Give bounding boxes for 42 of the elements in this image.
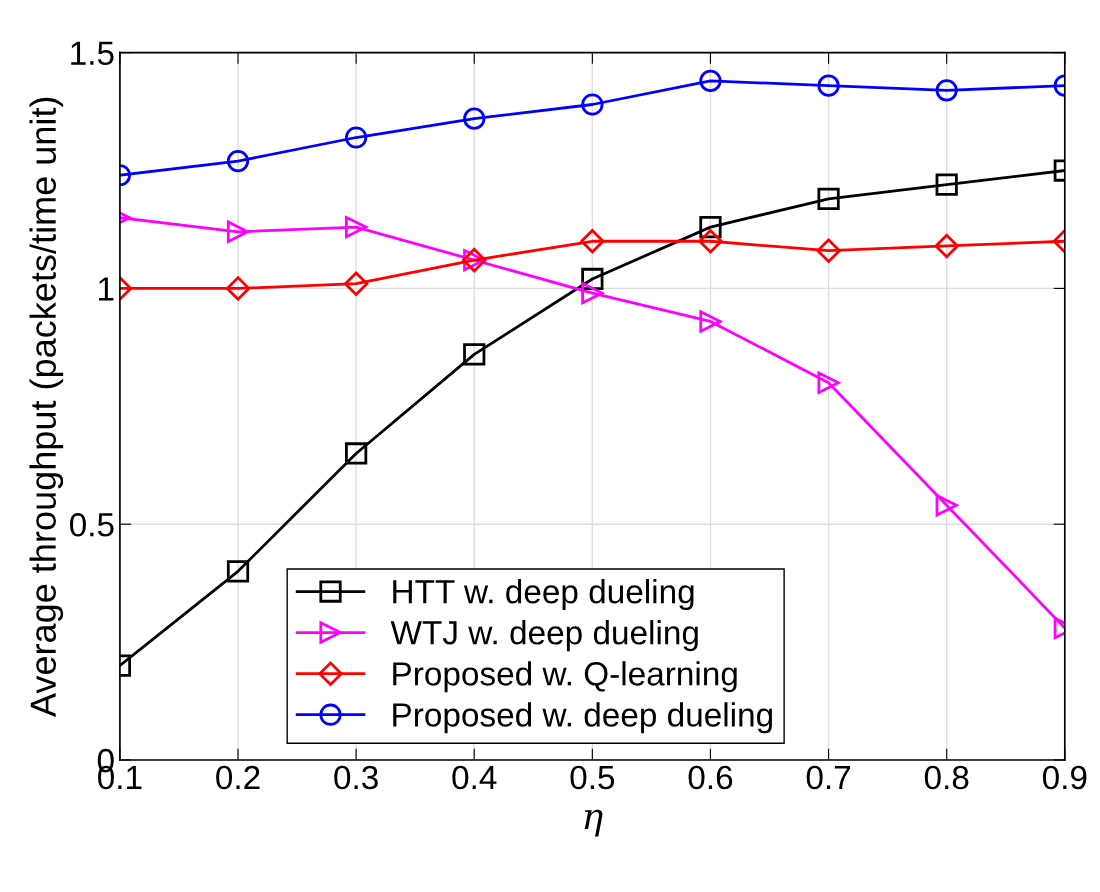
- point: [345, 126, 368, 149]
- point: [935, 79, 958, 102]
- point: [345, 216, 368, 239]
- legend-label: Proposed w. Q-learning: [393, 661, 737, 693]
- point: [935, 494, 958, 517]
- point: [699, 69, 722, 93]
- x-axis-title: η: [584, 809, 603, 837]
- x-tick-label: 0.3: [334, 765, 378, 790]
- x-tick-label: 0.9: [1042, 765, 1087, 790]
- legend-label: HTT w. deep dueling: [393, 579, 694, 611]
- legend-label: Proposed w. deep dueling: [393, 702, 772, 734]
- point: [817, 74, 840, 97]
- x-tick-label: 0.7: [806, 765, 851, 790]
- point: [934, 233, 959, 259]
- y-tick-label: 0.5: [70, 513, 114, 537]
- point: [935, 173, 958, 196]
- x-tick-label: 0.6: [688, 765, 733, 790]
- point: [225, 276, 251, 301]
- x-tick-label: 0.2: [216, 765, 260, 790]
- point: [817, 187, 840, 210]
- y-axis-title: Average throughput (packets/time unit): [29, 97, 64, 718]
- point: [343, 271, 369, 296]
- point: [345, 442, 368, 465]
- point: [817, 371, 840, 394]
- point: [226, 149, 250, 173]
- point: [581, 282, 604, 305]
- point: [581, 93, 604, 116]
- point: [580, 229, 605, 254]
- point: [226, 560, 250, 583]
- x-tick-label: 0.5: [570, 765, 615, 790]
- y-tick-label: 1.5: [71, 41, 114, 66]
- x-tick-label: 0.8: [924, 765, 969, 790]
- x-tick-label: 0.4: [452, 765, 497, 790]
- point: [816, 238, 841, 263]
- legend-label: WTJ w. deep dueling: [390, 620, 698, 652]
- point: [699, 310, 722, 333]
- point: [699, 216, 722, 239]
- point: [226, 220, 250, 243]
- point: [463, 343, 486, 366]
- point: [698, 229, 723, 254]
- y-tick-label: 1: [99, 277, 114, 301]
- point: [463, 107, 486, 130]
